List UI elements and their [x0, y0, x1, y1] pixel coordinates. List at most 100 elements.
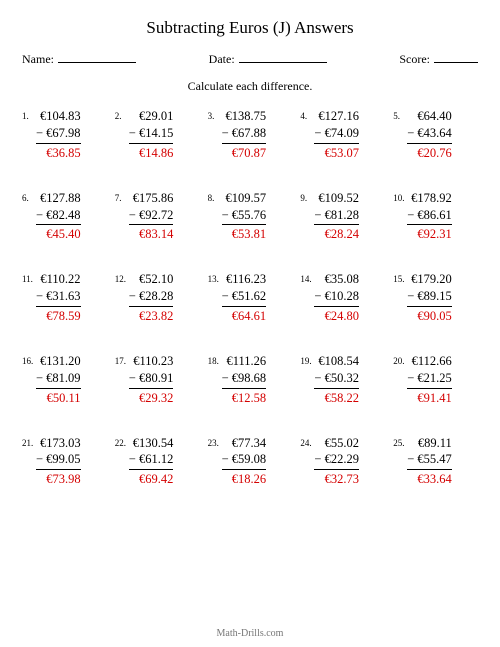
- subtrahend: − €31.63: [36, 288, 81, 307]
- problem-math: €89.11− €55.47€33.64: [407, 435, 452, 489]
- problem: 3.€138.75− €67.88€70.87: [208, 108, 293, 162]
- answer: €73.98: [36, 470, 81, 488]
- problem-math: €173.03− €99.05€73.98: [36, 435, 81, 489]
- answer: €12.58: [222, 389, 267, 407]
- problem-math: €110.23− €80.91€29.32: [129, 353, 174, 407]
- answer: €45.40: [36, 225, 81, 243]
- problem-number: 17.: [115, 353, 129, 367]
- problem-math: €130.54− €61.12€69.42: [129, 435, 174, 489]
- subtrahend: − €86.61: [407, 207, 452, 226]
- minuend: €77.34: [222, 435, 267, 452]
- answer: €32.73: [314, 470, 359, 488]
- problem-number: 13.: [208, 271, 222, 285]
- problem-math: €35.08− €10.28€24.80: [314, 271, 359, 325]
- answer: €20.76: [407, 144, 452, 162]
- subtrahend: − €55.76: [222, 207, 267, 226]
- answer: €91.41: [407, 389, 452, 407]
- name-label: Name:: [22, 52, 54, 67]
- problem-math: €64.40− €43.64€20.76: [407, 108, 452, 162]
- problem: 16.€131.20− €81.09€50.11: [22, 353, 107, 407]
- subtrahend: − €89.15: [407, 288, 452, 307]
- problem-number: 2.: [115, 108, 129, 122]
- subtrahend: − €43.64: [407, 125, 452, 144]
- problem-number: 14.: [300, 271, 314, 285]
- problem-number: 20.: [393, 353, 407, 367]
- minuend: €127.16: [314, 108, 359, 125]
- answer: €70.87: [222, 144, 267, 162]
- answer: €90.05: [407, 307, 452, 325]
- minuend: €55.02: [314, 435, 359, 452]
- problem: 14.€35.08− €10.28€24.80: [300, 271, 385, 325]
- answer: €64.61: [222, 307, 267, 325]
- minuend: €178.92: [407, 190, 452, 207]
- name-blank-line: [58, 52, 136, 63]
- answer: €23.82: [129, 307, 174, 325]
- score-label: Score:: [399, 52, 430, 67]
- worksheet-page: Subtracting Euros (J) Answers Name: Date…: [0, 0, 500, 647]
- problem-grid: 1.€104.83− €67.98€36.852.€29.01− €14.15€…: [22, 108, 478, 488]
- subtrahend: − €22.29: [314, 451, 359, 470]
- problem-math: €110.22− €31.63€78.59: [36, 271, 81, 325]
- minuend: €29.01: [129, 108, 174, 125]
- subtrahend: − €74.09: [314, 125, 359, 144]
- name-field: Name:: [22, 52, 136, 67]
- problem-math: €116.23− €51.62€64.61: [222, 271, 267, 325]
- problem-math: €175.86− €92.72€83.14: [129, 190, 174, 244]
- problem-math: €77.34− €59.08€18.26: [222, 435, 267, 489]
- subtrahend: − €80.91: [129, 370, 174, 389]
- problem: 11.€110.22− €31.63€78.59: [22, 271, 107, 325]
- problem-number: 8.: [208, 190, 222, 204]
- problem-number: 3.: [208, 108, 222, 122]
- problem-number: 7.: [115, 190, 129, 204]
- problem-number: 23.: [208, 435, 222, 449]
- problem-number: 1.: [22, 108, 36, 122]
- problem: 19.€108.54− €50.32€58.22: [300, 353, 385, 407]
- problem-number: 16.: [22, 353, 36, 367]
- footer-text: Math-Drills.com: [0, 628, 500, 639]
- problem: 23.€77.34− €59.08€18.26: [208, 435, 293, 489]
- problem-number: 21.: [22, 435, 36, 449]
- answer: €78.59: [36, 307, 81, 325]
- page-title: Subtracting Euros (J) Answers: [22, 18, 478, 38]
- problem: 8.€109.57− €55.76€53.81: [208, 190, 293, 244]
- answer: €14.86: [129, 144, 174, 162]
- date-blank-line: [239, 52, 327, 63]
- problem: 5.€64.40− €43.64€20.76: [393, 108, 478, 162]
- subtrahend: − €67.88: [222, 125, 267, 144]
- problem-number: 18.: [208, 353, 222, 367]
- problem-math: €112.66− €21.25€91.41: [407, 353, 452, 407]
- subtrahend: − €59.08: [222, 451, 267, 470]
- problem: 13.€116.23− €51.62€64.61: [208, 271, 293, 325]
- date-field: Date:: [209, 52, 327, 67]
- problem-math: €131.20− €81.09€50.11: [36, 353, 81, 407]
- meta-row: Name: Date: Score:: [22, 52, 478, 67]
- subtrahend: − €28.28: [129, 288, 174, 307]
- problem: 12.€52.10− €28.28€23.82: [115, 271, 200, 325]
- problem-number: 19.: [300, 353, 314, 367]
- answer: €33.64: [407, 470, 452, 488]
- problem: 24.€55.02− €22.29€32.73: [300, 435, 385, 489]
- problem: 7.€175.86− €92.72€83.14: [115, 190, 200, 244]
- answer: €36.85: [36, 144, 81, 162]
- problem: 25.€89.11− €55.47€33.64: [393, 435, 478, 489]
- subtrahend: − €14.15: [129, 125, 174, 144]
- problem-math: €108.54− €50.32€58.22: [314, 353, 359, 407]
- problem: 10.€178.92− €86.61€92.31: [393, 190, 478, 244]
- subtrahend: − €50.32: [314, 370, 359, 389]
- minuend: €116.23: [222, 271, 267, 288]
- score-field: Score:: [399, 52, 478, 67]
- minuend: €109.57: [222, 190, 267, 207]
- problem-math: €52.10− €28.28€23.82: [129, 271, 174, 325]
- minuend: €108.54: [314, 353, 359, 370]
- subtrahend: − €98.68: [222, 370, 267, 389]
- instruction-text: Calculate each difference.: [22, 79, 478, 94]
- problem-number: 6.: [22, 190, 36, 204]
- answer: €83.14: [129, 225, 174, 243]
- problem: 2.€29.01− €14.15€14.86: [115, 108, 200, 162]
- answer: €50.11: [36, 389, 81, 407]
- minuend: €110.23: [129, 353, 174, 370]
- subtrahend: − €51.62: [222, 288, 267, 307]
- problem-number: 22.: [115, 435, 129, 449]
- problem: 9.€109.52− €81.28€28.24: [300, 190, 385, 244]
- problem-number: 9.: [300, 190, 314, 204]
